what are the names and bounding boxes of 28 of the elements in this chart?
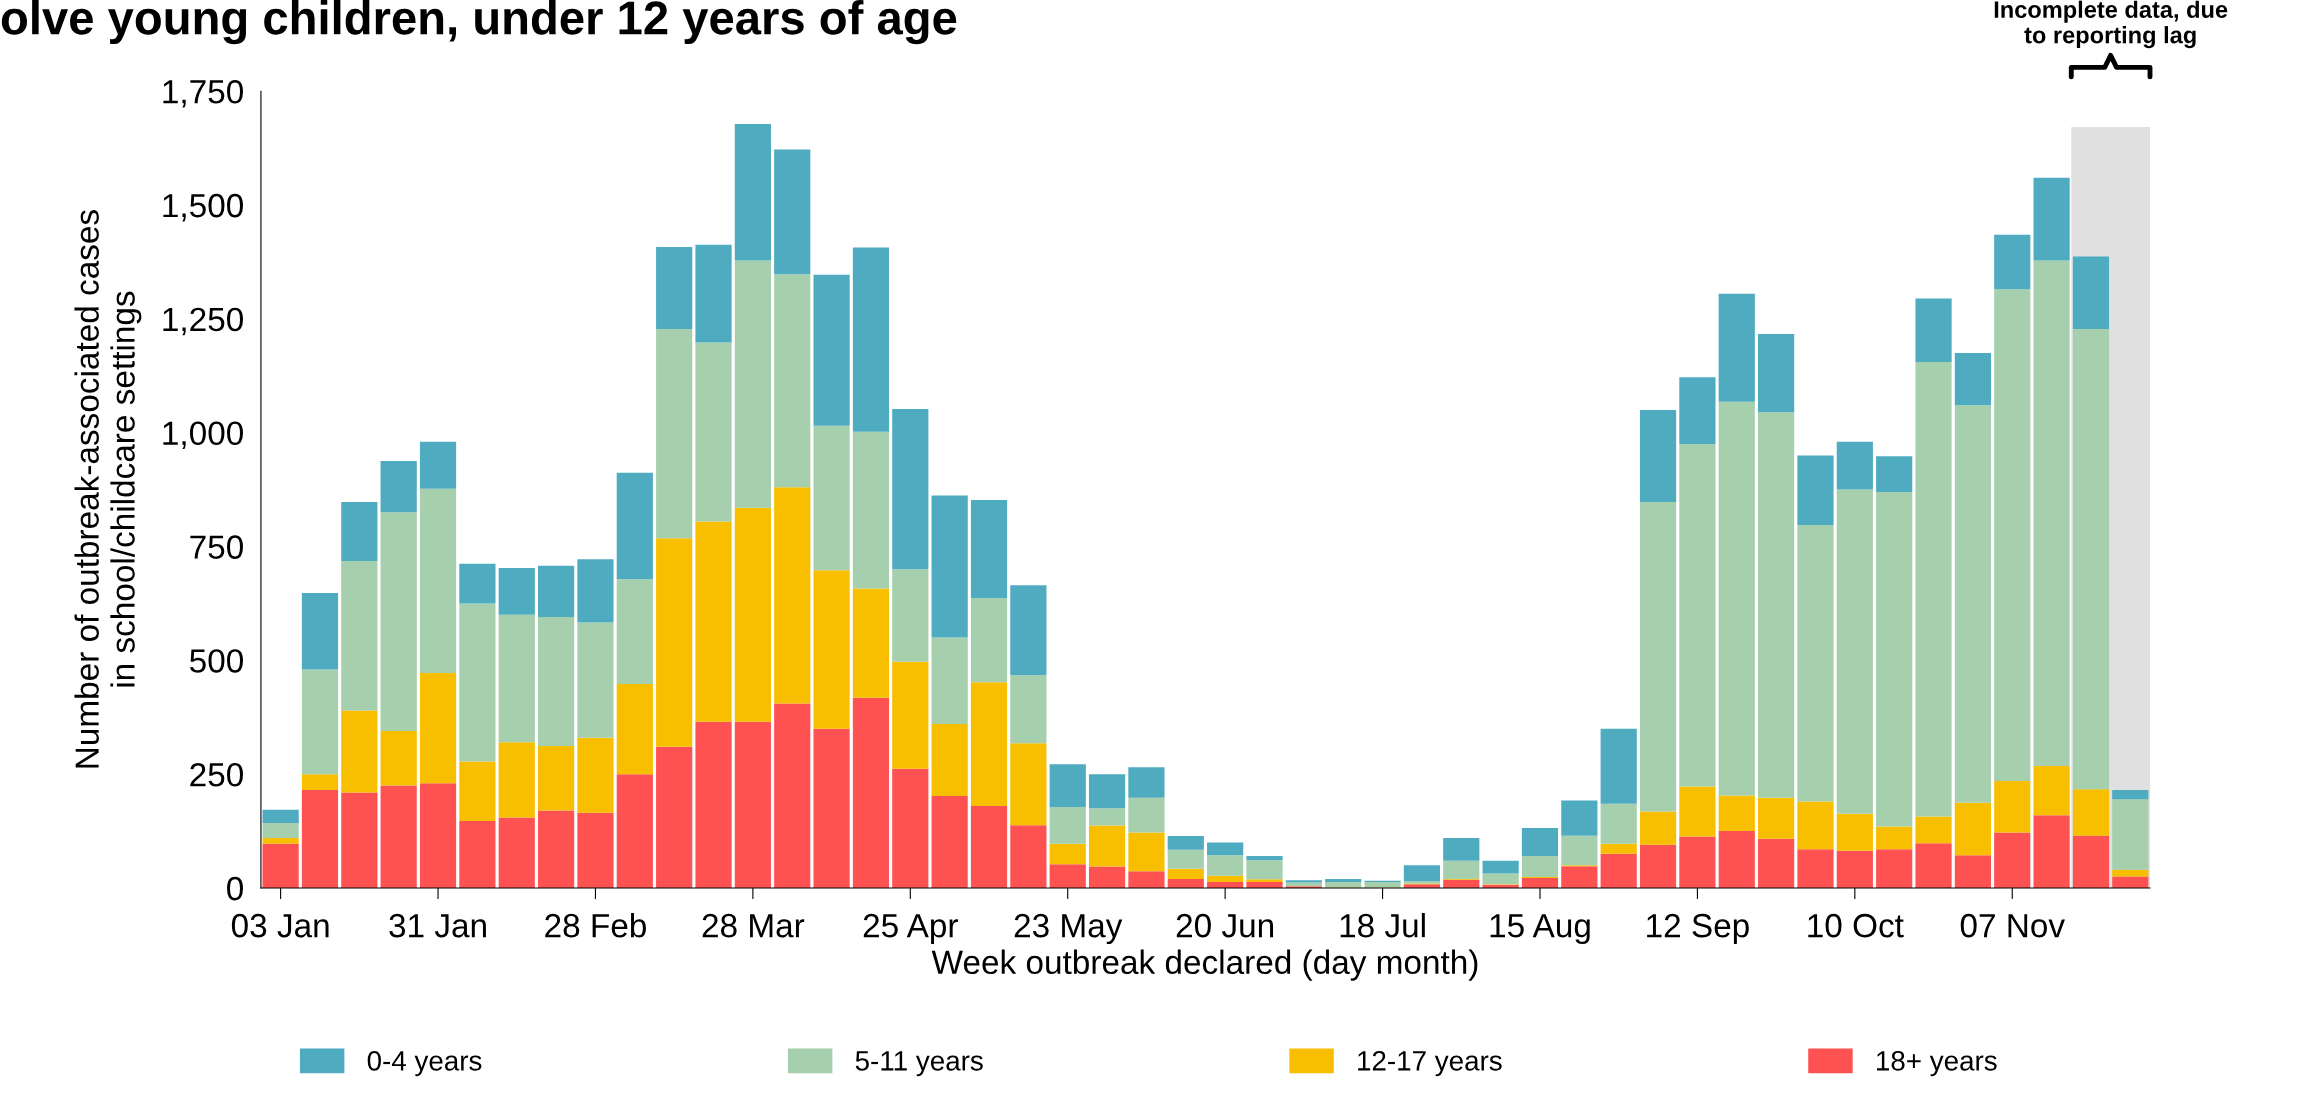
y-tick-label: 1,750 — [163, 80, 243, 108]
y-tick-label: 250 — [190, 762, 243, 787]
x-tick-label: 18 Jul — [1340, 912, 1425, 938]
chart-title: olve young children, under 12 years of age — [1, 0, 957, 45]
legend-label: 18+ years — [1877, 1050, 1997, 1077]
x-tick-label: 28 Mar — [702, 913, 805, 938]
x-tick-label: 12 Sep — [1647, 913, 1749, 945]
legend-label: 12-17 years — [1358, 1050, 1502, 1077]
legend-label: 0-4 years — [367, 1050, 482, 1077]
y-axis-title: Number of outbreak-associated cases in school/childcare settings — [74, 210, 142, 768]
y-tick-label: 1,500 — [163, 193, 243, 222]
x-tick-label: 31 Jan — [389, 913, 486, 938]
x-tick-label: 28 Feb — [545, 912, 646, 938]
x-tick-label: 20 Jun — [1176, 913, 1274, 938]
text: Incomplete data, due to reporting lag — [1994, 0, 2228, 49]
legend-label: 5-11 years — [855, 1051, 983, 1077]
x-tick-label: 07 Nov — [1960, 913, 2065, 938]
y-tick-label: 1,000 — [163, 421, 243, 450]
x-tick-label: 15 Aug — [1490, 914, 1590, 945]
x-axis-title: Week outbreak declared (day month) — [931, 949, 1478, 981]
y-tick-label: 750 — [190, 535, 243, 559]
x-tick-label: 10 Oct — [1808, 913, 1904, 938]
x-tick-label: 03 Jan — [231, 913, 329, 938]
y-tick-label: 500 — [190, 649, 243, 673]
x-tick-label: 23 May — [1014, 913, 1123, 945]
x-tick-label: 25 Apr — [863, 913, 958, 945]
y-tick-label: 1,250 — [163, 307, 243, 336]
y-tick-label: 0 — [227, 876, 243, 901]
